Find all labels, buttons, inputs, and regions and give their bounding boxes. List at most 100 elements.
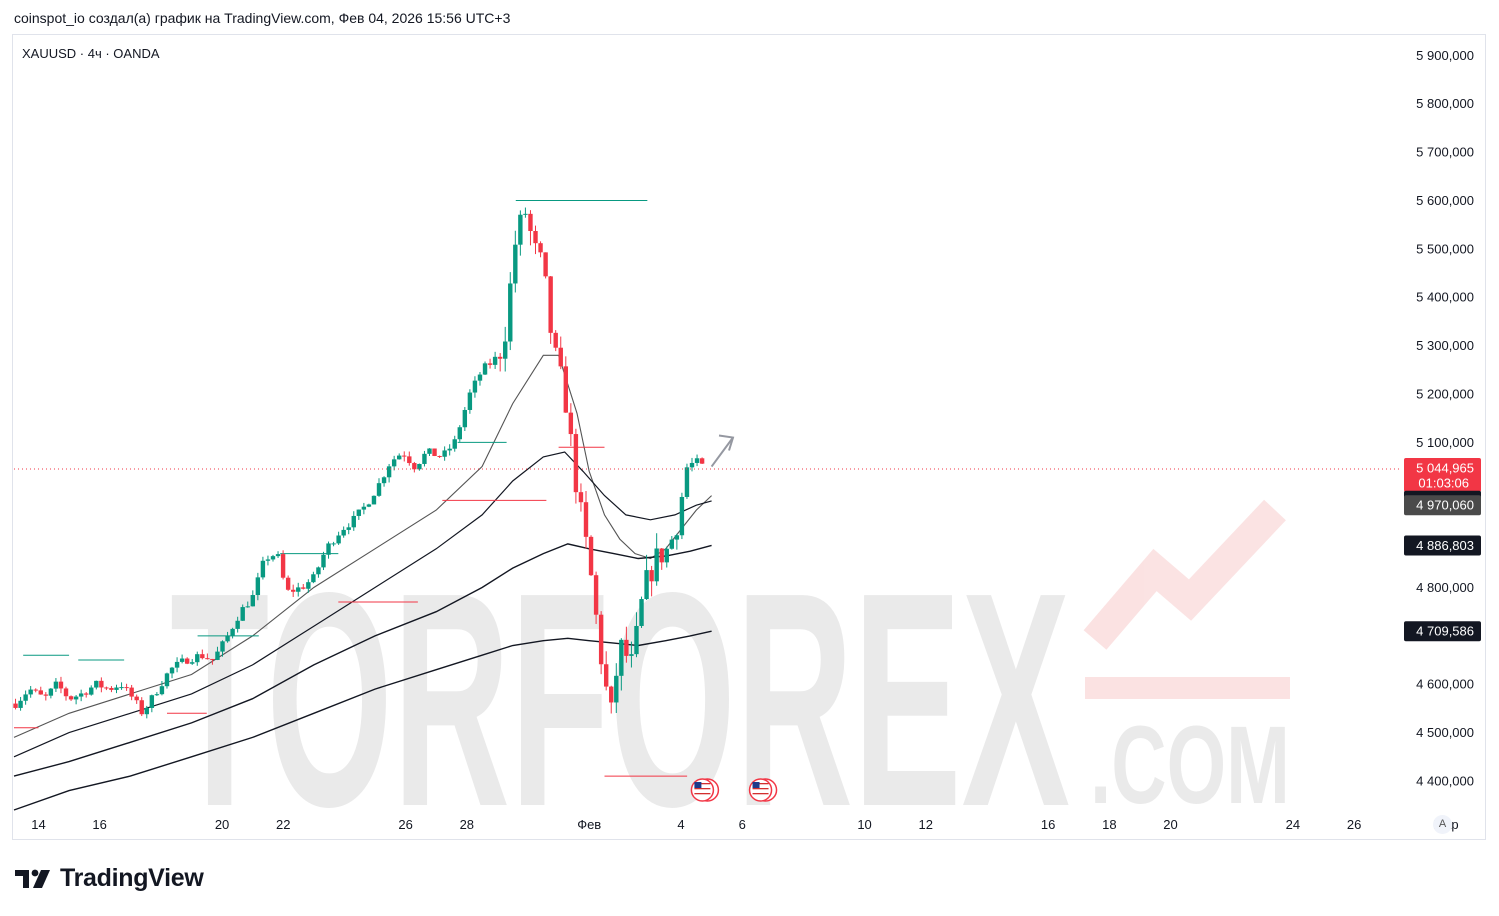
candle-body: [538, 243, 543, 253]
candle-body: [472, 380, 478, 393]
candle-body: [230, 628, 235, 636]
candle-body: [341, 529, 346, 536]
candle-body: [518, 214, 523, 245]
candle-body: [402, 455, 407, 457]
candle-body: [609, 686, 614, 703]
symbol-info[interactable]: XAUUSD · 4ч · OANDA: [22, 46, 160, 61]
candle-body: [659, 548, 664, 563]
candle-body: [417, 463, 422, 470]
candle-body: [407, 456, 412, 464]
candle-body: [614, 675, 619, 703]
candle-body: [94, 680, 99, 688]
candle-body: [553, 332, 558, 348]
candle-body: [129, 687, 134, 697]
candle-body: [528, 213, 533, 232]
watermark-sub: .COM: [1090, 704, 1290, 827]
candle-body: [598, 614, 604, 665]
candle-body: [588, 536, 594, 576]
watermark-main: TORFOREX: [170, 529, 1071, 870]
y-tick-label: 4 400,000: [1416, 773, 1474, 788]
candle-body: [215, 651, 220, 660]
y-tick-label: 5 500,000: [1416, 241, 1474, 256]
candle-body: [119, 687, 124, 689]
candle-body: [33, 689, 38, 691]
watermark-arrow-icon: [1083, 499, 1290, 699]
price-label-value: 4 970,060: [1416, 498, 1474, 513]
price-label-value: 4 709,586: [1416, 624, 1474, 639]
price-label-4: 4 886,803: [1404, 535, 1481, 556]
candle-body: [301, 587, 306, 589]
candle-body: [568, 412, 574, 435]
candle-body: [497, 356, 503, 359]
y-tick-label: 5 800,000: [1416, 96, 1474, 111]
candle-body: [356, 509, 362, 516]
candle-body: [174, 661, 180, 668]
candle-body: [593, 575, 599, 615]
candle-body: [669, 539, 675, 549]
candle-body: [543, 252, 548, 277]
candle-body: [18, 700, 23, 708]
x-tick-label: 20: [1163, 817, 1177, 832]
candle-body: [109, 687, 114, 690]
candle-body: [159, 686, 165, 695]
y-tick-label: 5 900,000: [1416, 48, 1474, 63]
candle-body: [639, 599, 644, 626]
candle-body: [255, 577, 261, 596]
candle-body: [427, 448, 432, 454]
candle-body: [265, 559, 271, 561]
candle-body: [306, 582, 311, 589]
candle-body: [225, 635, 230, 642]
candle-body: [200, 654, 205, 659]
candle-body: [316, 567, 321, 575]
candle-body: [89, 687, 94, 695]
y-tick-label: 5 400,000: [1416, 290, 1474, 305]
y-tick-label: 4 800,000: [1416, 580, 1474, 595]
candle-body: [482, 363, 488, 375]
candle-body: [104, 687, 109, 689]
candle-body: [563, 366, 568, 413]
candle-body: [386, 466, 392, 478]
candle-body: [53, 681, 59, 689]
candle-body: [326, 543, 331, 555]
candle-body: [195, 654, 200, 663]
candle-body: [391, 459, 397, 467]
candle-body: [533, 231, 538, 244]
chart-caption: coinspot_io создал(а) график на TradingV…: [14, 10, 511, 26]
y-tick-label: 5 700,000: [1416, 145, 1474, 160]
candle-body: [664, 548, 669, 563]
candle-body: [513, 244, 518, 284]
x-tick-label: 28: [460, 817, 474, 832]
candle-body: [205, 658, 210, 660]
candle-body: [452, 439, 457, 449]
x-tick-label: 18: [1102, 817, 1116, 832]
x-tick-label: 16: [92, 817, 106, 832]
candle-body: [58, 681, 64, 689]
x-tick-label: 26: [1347, 817, 1361, 832]
candle-body: [154, 694, 160, 696]
candle-body: [149, 695, 155, 708]
candle-body: [654, 548, 659, 582]
y-tick-label: 5 200,000: [1416, 386, 1474, 401]
tradingview-logo[interactable]: TradingView: [14, 864, 204, 893]
auto-scale-button[interactable]: A: [1433, 815, 1452, 834]
candle-body: [432, 448, 437, 457]
candle-body: [371, 495, 377, 505]
candle-body: [578, 492, 584, 503]
candle-body: [381, 477, 387, 484]
x-tick-label: 14: [31, 817, 45, 832]
candle-body: [73, 696, 79, 700]
y-tick-label: 4 500,000: [1416, 725, 1474, 740]
candle-body: [523, 213, 528, 215]
candle-body: [634, 625, 639, 655]
candle-body: [684, 467, 690, 497]
candle-body: [629, 654, 634, 656]
x-tick-label: 16: [1041, 817, 1055, 832]
candle-body: [240, 607, 245, 621]
candle-body: [311, 574, 316, 583]
candle-body: [679, 496, 685, 536]
candle-body: [270, 556, 276, 560]
chart-frame: [12, 34, 1486, 840]
candle-body: [179, 658, 185, 662]
